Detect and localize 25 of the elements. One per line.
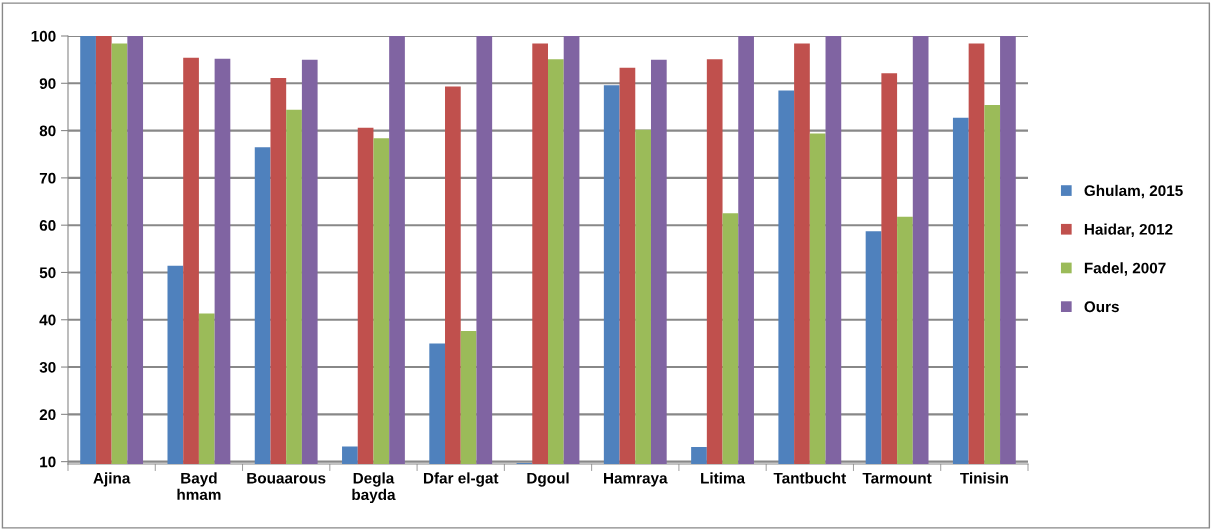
legend-label: Haidar, 2012 xyxy=(1084,223,1173,237)
x-tick-label: Degla bayda xyxy=(352,472,396,504)
y-tick-label: 70 xyxy=(39,172,56,184)
x-tick-label: Hamraya xyxy=(604,472,668,487)
x-tick-label: Dfar el-gat xyxy=(423,472,499,487)
legend-label: Ours xyxy=(1084,301,1119,313)
legend-label: Ghulam, 2015 xyxy=(1084,184,1183,199)
x-tick-label: Tarmount xyxy=(862,472,932,484)
y-tick-label: 20 xyxy=(39,409,56,421)
x-tick-label: Litima xyxy=(701,472,746,484)
x-tick-label: Bouaarous xyxy=(247,472,326,484)
x-tick-label: Tinisin xyxy=(960,472,1008,484)
y-tick-label: 30 xyxy=(39,361,56,373)
y-tick-label: 60 xyxy=(39,220,56,231)
y-tick-label: 50 xyxy=(39,267,56,279)
y-tick-label: 10 xyxy=(40,456,56,468)
y-tick-label: 40 xyxy=(39,314,56,326)
y-tick-label: 100 xyxy=(31,30,56,42)
y-tick-label: 80 xyxy=(39,125,56,137)
legend-label: Fadel, 2007 xyxy=(1084,262,1166,276)
x-tick-label: Bayd hmam xyxy=(177,472,221,501)
x-tick-label: Dgoul xyxy=(527,472,569,487)
y-tick-label: 90 xyxy=(39,78,56,89)
x-tick-label: Ajina xyxy=(93,472,131,487)
x-tick-label: Tantbucht xyxy=(773,472,846,484)
